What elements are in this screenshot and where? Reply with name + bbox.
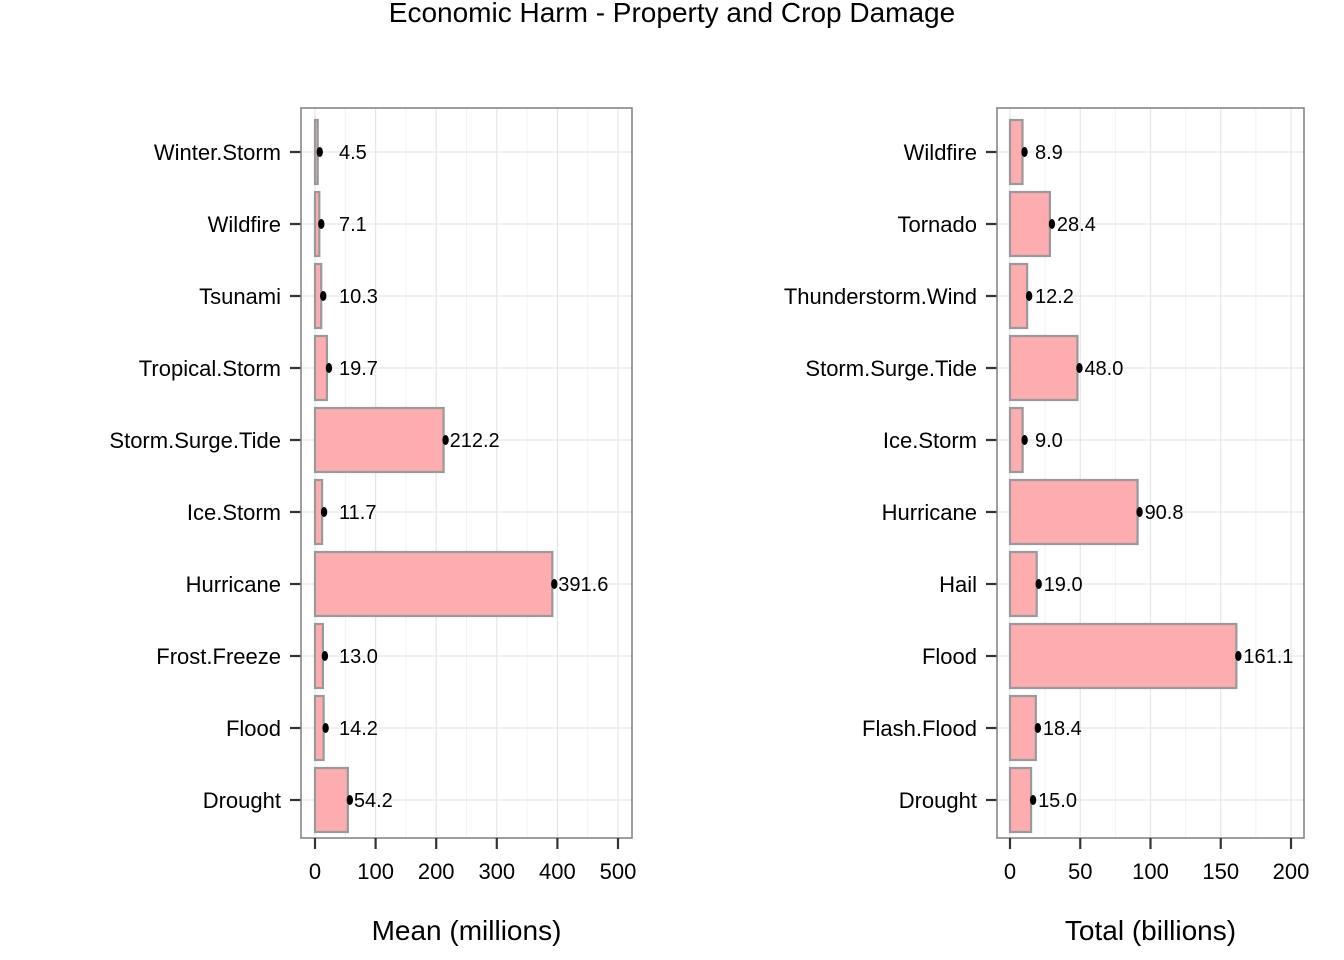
mean-x-tick-label: 200 [418,859,455,884]
mean-bar [313,550,554,618]
total-x-tick-label: 150 [1202,859,1239,884]
mean-category-label: Wildfire [208,212,281,237]
mean-value-label: 7.1 [339,214,367,236]
mean-x-axis-title: Mean (millions) [372,915,562,946]
chart-title: Economic Harm - Property and Crop Damage [389,0,955,28]
mean-value-point [325,363,333,373]
mean-x-tick-label: 100 [357,859,394,884]
total-value-point [1035,579,1042,589]
total-category-label: Flash.Flood [862,716,977,741]
total-x-tick-label: 0 [1004,859,1016,884]
total-bar [1008,550,1038,618]
total-bar [1008,622,1238,690]
total-x-axis-title: Total (billions) [1065,915,1236,946]
mean-value-label: 14.2 [339,718,378,740]
total-value-label: 9.0 [1035,430,1063,452]
mean-bar [313,766,349,834]
mean-bar [313,406,445,474]
total-category-label: Tornado [897,212,977,237]
mean-value-point [320,291,327,301]
mean-value-point [321,651,329,661]
total-value-label: 12.2 [1035,286,1074,308]
total-bar [1008,262,1029,330]
total-x-tick-label: 50 [1068,859,1092,884]
mean-value-point [316,147,323,157]
total-bar [1008,478,1139,546]
total-category-label: Storm.Surge.Tide [805,356,977,381]
mean-bar [313,694,325,762]
mean-category-label: Flood [226,716,281,741]
total-category-label: Hail [939,572,977,597]
mean-x-tick-label: 400 [539,859,576,884]
total-x-tick-label: 100 [1132,859,1169,884]
total-bar [1008,766,1033,834]
mean-value-point [320,507,328,517]
total-category-label: Flood [922,644,977,669]
total-bar [1008,118,1024,186]
mean-value-label: 11.7 [339,502,376,524]
total-value-point [1025,291,1033,301]
mean-value-point [322,723,329,733]
mean-category-label: Hurricane [186,572,281,597]
total-value-point [1235,651,1242,661]
mean-x-tick-label: 300 [478,859,515,884]
mean-value-point [551,579,558,589]
mean-category-label: Drought [203,788,281,813]
total-bar [1008,334,1079,402]
mean-damage-panel: 54.2 Drought 14.2 Flood 13.0 Frost.Freeze 391.… [109,107,637,946]
total-x-tick-label: 200 [1273,859,1310,884]
mean-value-label: 212.2 [450,430,500,452]
mean-panel-border [300,107,633,839]
mean-value-point [346,795,354,805]
total-category-label: Thunderstorm.Wind [784,284,977,309]
mean-x-tick-label: 0 [309,859,321,884]
mean-category-label: Frost.Freeze [156,644,281,669]
total-category-label: Hurricane [882,500,977,525]
mean-bar [313,334,329,402]
total-value-point [1029,795,1037,805]
mean-value-point [318,219,325,229]
total-value-label: 48.0 [1084,358,1123,380]
total-value-label: 90.8 [1145,502,1184,524]
total-value-label: 28.4 [1057,214,1096,236]
total-value-point [1048,219,1056,229]
total-value-label: 8.9 [1035,142,1063,164]
total-bar [1008,190,1052,258]
total-value-label: 161.1 [1243,646,1293,668]
total-value-label: 15.0 [1038,790,1077,812]
total-value-point [1021,147,1028,157]
total-bar [1008,406,1024,474]
mean-value-point [442,435,449,445]
total-value-label: 19.0 [1044,574,1083,596]
total-category-label: Drought [899,788,977,813]
mean-value-label: 19.7 [339,358,378,380]
total-bar [1008,694,1037,762]
mean-category-label: Winter.Storm [154,140,281,165]
mean-value-label: 391.6 [558,574,608,596]
mean-category-label: Storm.Surge.Tide [109,428,281,453]
total-value-point [1034,723,1042,733]
mean-category-label: Ice.Storm [187,500,281,525]
total-damage-panel: 15.0 Drought 18.4 Flash.Flood 161.1 Flood 19.0… [784,107,1310,946]
mean-value-label: 4.5 [339,142,367,164]
mean-x-tick-label: 500 [600,859,637,884]
total-value-point [1021,435,1028,445]
mean-value-label: 13.0 [339,646,378,668]
total-value-point [1136,507,1143,517]
mean-value-label: 10.3 [339,286,378,308]
mean-category-label: Tsunami [199,284,281,309]
total-value-label: 18.4 [1043,718,1082,740]
mean-category-label: Tropical.Storm [139,356,281,381]
total-category-label: Ice.Storm [883,428,977,453]
total-value-point [1076,363,1083,373]
mean-value-label: 54.2 [354,790,393,812]
total-category-label: Wildfire [904,140,977,165]
